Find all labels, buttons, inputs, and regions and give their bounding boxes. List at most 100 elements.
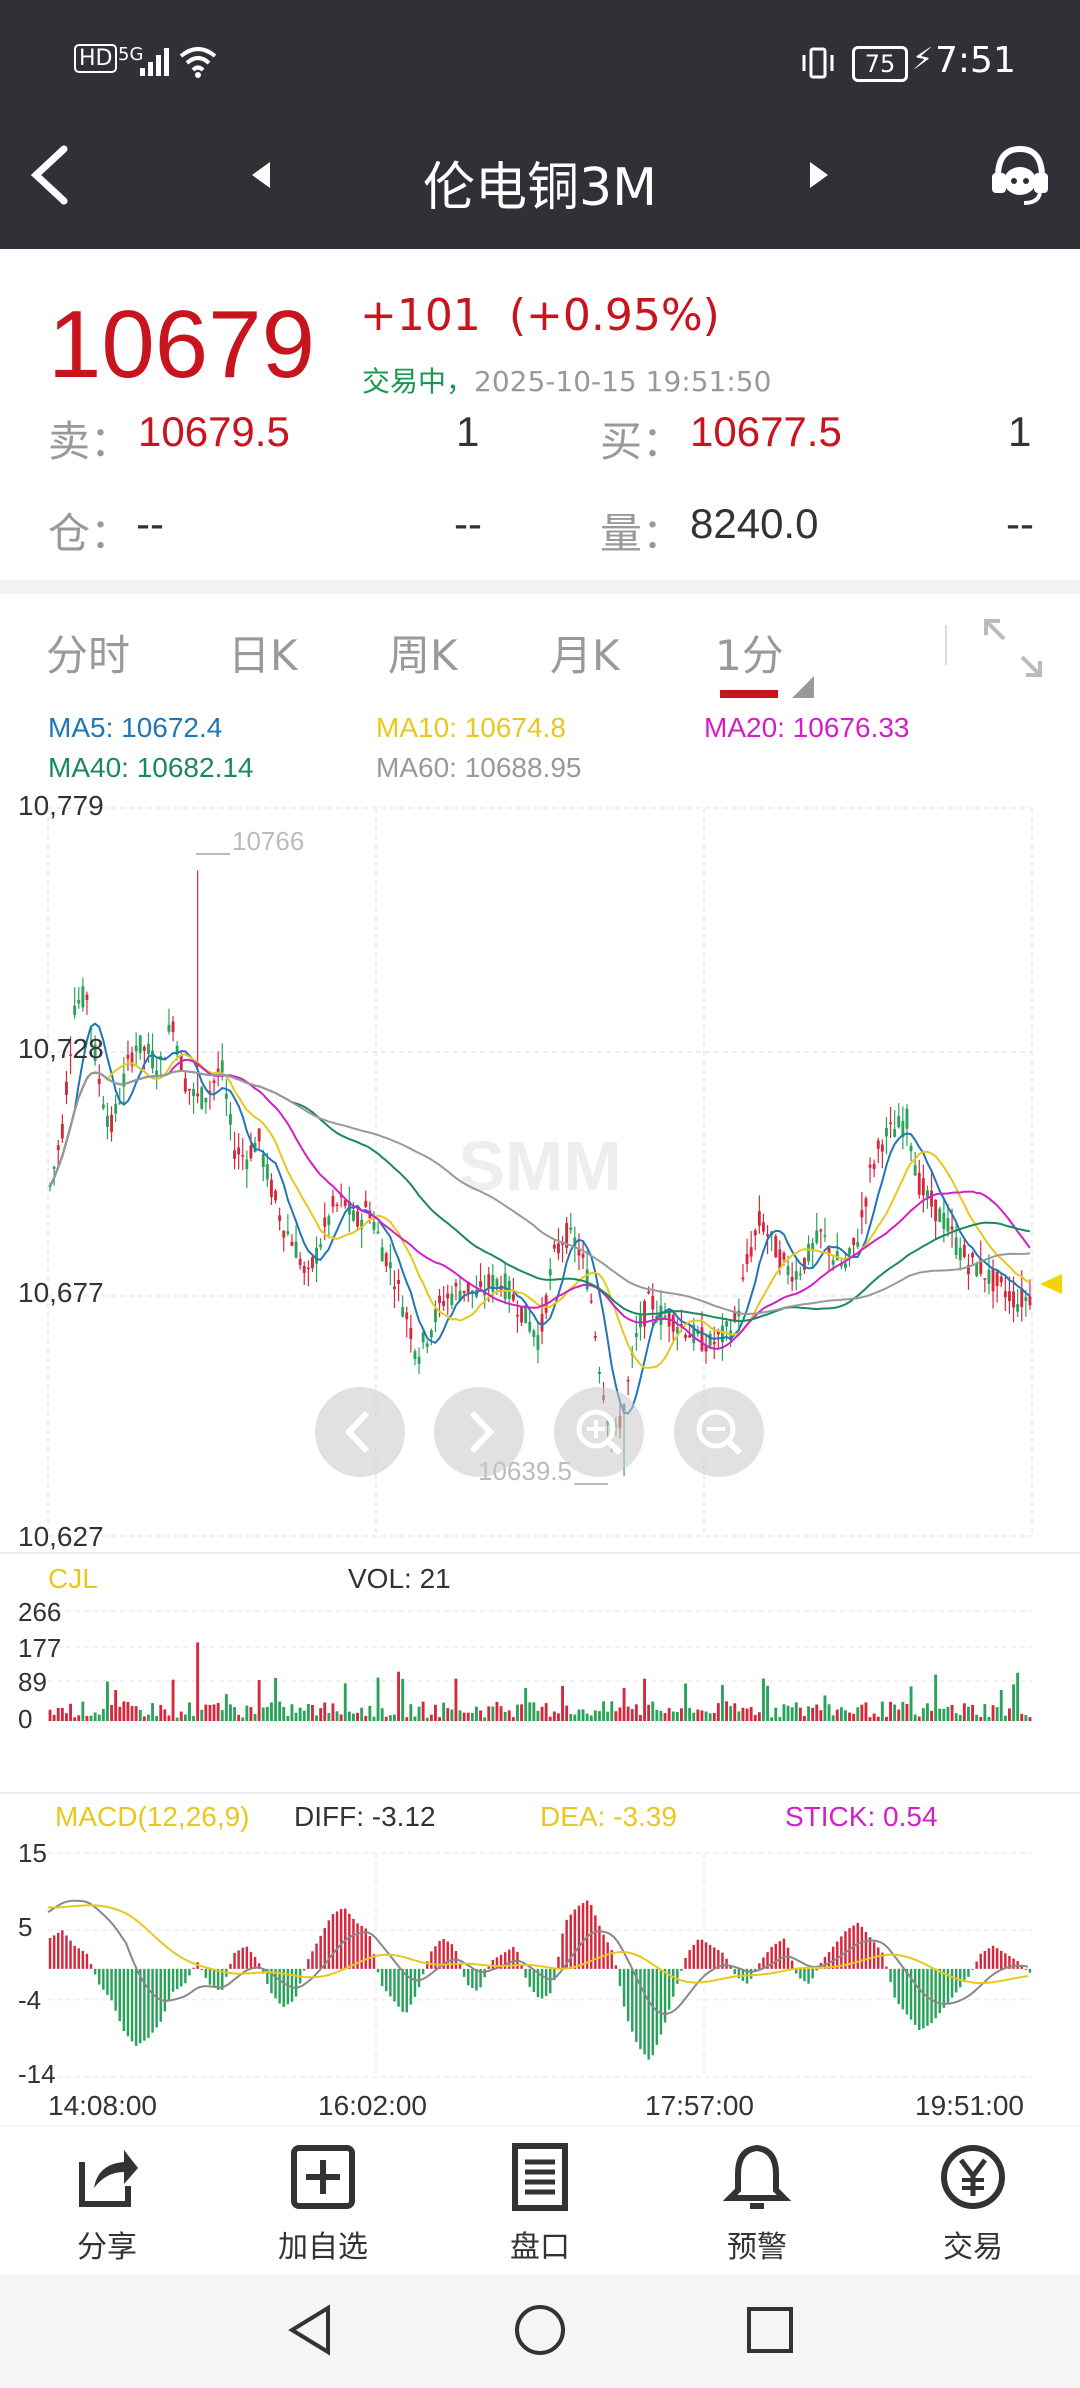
candle-body xyxy=(967,1264,970,1275)
vol-tick-1: 177 xyxy=(18,1633,61,1663)
volume-bar xyxy=(684,1683,687,1721)
macd-bar xyxy=(536,1968,540,1998)
candle-body xyxy=(323,1217,327,1227)
share-button[interactable]: 分享 xyxy=(27,2142,187,2266)
macd-bar xyxy=(475,1968,478,1991)
candle-body xyxy=(565,1223,569,1248)
macd-bar xyxy=(315,1943,318,1969)
candle-body xyxy=(257,1128,261,1142)
dea-line xyxy=(47,1904,1029,1984)
macd-bar xyxy=(737,1968,741,1979)
next-triangle-icon[interactable] xyxy=(808,160,832,190)
tab-monthly-k[interactable]: 月K xyxy=(550,631,620,680)
volume-bar xyxy=(864,1702,868,1721)
volume-bar xyxy=(122,1701,126,1721)
volume-bar xyxy=(868,1717,872,1721)
volume-bar xyxy=(950,1704,954,1721)
expand-icon[interactable] xyxy=(980,615,1046,681)
volume-bar xyxy=(856,1707,860,1721)
scroll-left-button[interactable] xyxy=(315,1387,405,1477)
volume-bar xyxy=(753,1715,757,1721)
candle-body xyxy=(823,1235,827,1237)
macd-bar xyxy=(446,1941,449,1969)
candle-body xyxy=(60,1123,64,1139)
macd-bar xyxy=(663,1968,667,2023)
macd-bar xyxy=(1028,1968,1032,1973)
volume-bar xyxy=(462,1712,466,1721)
volume-bar xyxy=(618,1707,622,1721)
macd-bar xyxy=(749,1968,753,1979)
volume-bar xyxy=(224,1694,228,1721)
order-book-button[interactable]: 盘口 xyxy=(460,2142,620,2266)
macd-bar xyxy=(479,1968,482,1988)
macd-bar xyxy=(356,1923,359,1969)
macd-bar xyxy=(380,1968,384,1987)
volume-bar xyxy=(450,1709,454,1721)
prev-triangle-icon[interactable] xyxy=(248,160,272,190)
macd-bar xyxy=(126,1968,130,2037)
trade-button[interactable]: 交易 xyxy=(893,2142,1053,2266)
candle-body xyxy=(803,1257,806,1270)
tab-daily-k[interactable]: 日K xyxy=(228,631,298,680)
macd-bar xyxy=(323,1928,326,1969)
candle-body xyxy=(212,1080,216,1084)
back-arrow-icon[interactable] xyxy=(28,145,72,205)
macd-bar xyxy=(721,1952,724,1969)
kline-chart[interactable]: SMM 10,779 10,728 10,677 10,627 10766 10… xyxy=(0,790,1080,1550)
macd-bar xyxy=(635,1968,638,2042)
volume-bar xyxy=(704,1711,708,1721)
macd-bar xyxy=(270,1968,273,1994)
add-watchlist-button[interactable]: 加自选 xyxy=(243,2142,403,2266)
tab-1min[interactable]: 1分 xyxy=(715,631,784,680)
tab-timeshare[interactable]: 分时 xyxy=(46,631,131,680)
volume-bar xyxy=(151,1703,154,1721)
period-dropdown-icon[interactable] xyxy=(792,676,814,698)
candle-body xyxy=(708,1333,712,1346)
volume-bar xyxy=(651,1701,655,1721)
macd-chart[interactable]: MACD(12,26,9) DIFF: -3.12 DEA: -3.39 STI… xyxy=(0,1795,1080,2125)
volume-bar xyxy=(1008,1708,1011,1721)
recents-nav-icon[interactable] xyxy=(742,2302,798,2358)
macd-bar xyxy=(557,1956,560,1969)
macd-bar xyxy=(467,1968,470,1986)
zoom-out-button[interactable] xyxy=(674,1387,764,1477)
volume-chart[interactable]: CJL VOL: 21 266 177 89 0 xyxy=(0,1555,1080,1730)
headset-icon[interactable] xyxy=(988,143,1052,207)
macd-bar xyxy=(319,1935,322,1969)
macd-bar xyxy=(331,1914,335,1969)
volume-bar xyxy=(848,1712,851,1721)
volume-bar xyxy=(507,1710,511,1721)
macd-bar xyxy=(725,1958,728,1969)
volume-bar xyxy=(466,1712,470,1721)
position-value: -- xyxy=(136,500,164,547)
macd-tick-3: -14 xyxy=(18,2059,56,2089)
candle-body xyxy=(229,1114,232,1125)
candle-body xyxy=(675,1327,679,1334)
tab-weekly-k[interactable]: 周K xyxy=(388,631,458,680)
candle-body xyxy=(749,1247,753,1257)
volume-bar xyxy=(999,1689,1003,1721)
candle-body xyxy=(69,1054,72,1056)
volume-bar xyxy=(901,1701,905,1721)
zoom-in-button[interactable] xyxy=(554,1387,644,1477)
sell-label: 卖： xyxy=(48,417,133,466)
macd-bar xyxy=(61,1930,64,1969)
macd-bar xyxy=(212,1968,216,1988)
macd-bar xyxy=(885,1966,888,1969)
volume-bar xyxy=(438,1717,441,1721)
macd-bar xyxy=(782,1938,786,1969)
macd-bar xyxy=(266,1968,269,1985)
home-nav-icon[interactable] xyxy=(512,2302,568,2358)
volume-bar xyxy=(159,1704,163,1721)
volume-bar xyxy=(97,1714,101,1721)
back-nav-icon[interactable] xyxy=(282,2302,338,2358)
alert-button[interactable]: 预警 xyxy=(677,2142,837,2266)
volume-bar xyxy=(253,1714,257,1721)
macd-bar xyxy=(922,1968,925,2029)
volume-bar xyxy=(270,1702,273,1721)
macd-bar xyxy=(803,1968,806,1982)
candle-body xyxy=(265,1164,269,1180)
scroll-right-button[interactable] xyxy=(434,1387,524,1477)
macd-bar xyxy=(655,1968,659,2045)
volume-bar xyxy=(589,1715,593,1721)
